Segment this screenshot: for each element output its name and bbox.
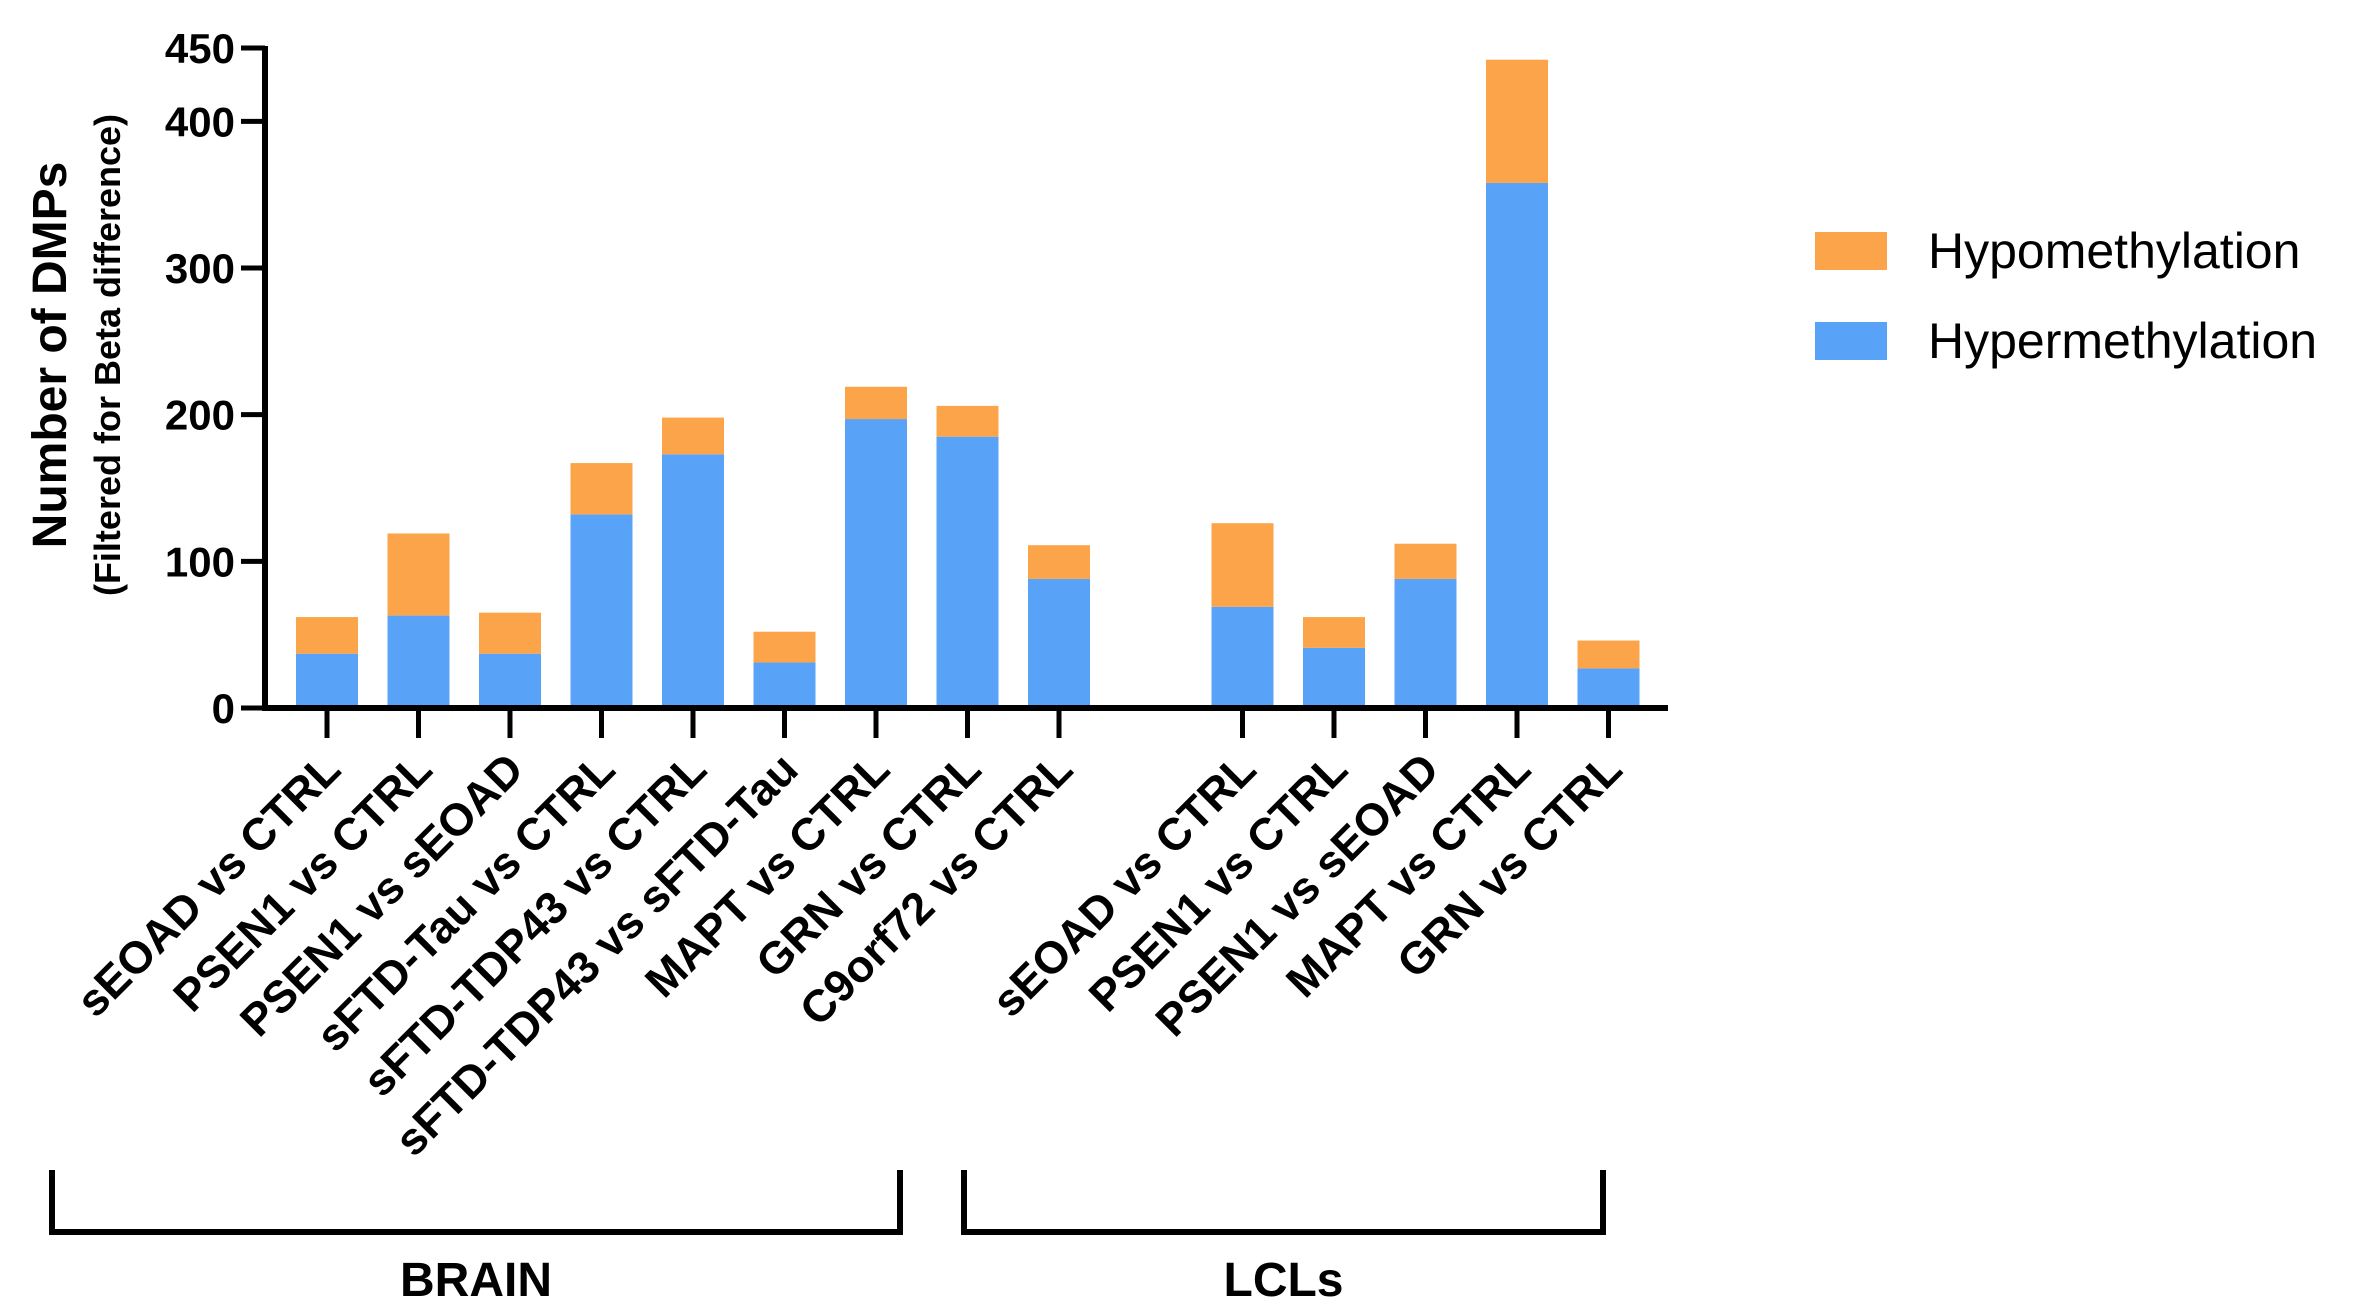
bar-hypermethylation-5 <box>753 662 816 708</box>
legend: Hypomethylation Hypermethylation <box>1815 223 2317 369</box>
y-tick-label-400: 400 <box>165 98 235 145</box>
bar-hypermethylation-1 <box>387 615 450 708</box>
bar-hypomethylation-6 <box>845 386 907 420</box>
bar-hypomethylation-1 <box>387 533 450 616</box>
bar-hypermethylation-11 <box>1394 578 1457 708</box>
legend-swatch-hypermethylation <box>1815 322 1887 360</box>
group-label-brain: BRAIN <box>400 1254 552 1307</box>
y-axis-subtitle: (Filtered for Beta difference) <box>87 114 128 596</box>
bar-hypomethylation-0 <box>296 617 358 654</box>
y-tick-label-300: 300 <box>165 245 235 292</box>
bar-hypermethylation-3 <box>570 514 633 708</box>
bar-hypermethylation-9 <box>1211 606 1274 708</box>
legend-swatch-hypomethylation <box>1815 232 1887 270</box>
bar-hypomethylation-10 <box>1303 617 1365 648</box>
bar-hypermethylation-13 <box>1577 668 1640 708</box>
bar-hypomethylation-8 <box>1028 545 1090 579</box>
group-label-lcls: LCLs <box>1224 1254 1344 1307</box>
legend-label-hypomethylation: Hypomethylation <box>1928 223 2300 279</box>
bar-hypermethylation-7 <box>936 436 999 708</box>
bar-hypermethylation-10 <box>1303 647 1365 708</box>
y-tick-label-0: 0 <box>212 685 235 732</box>
bar-hypomethylation-3 <box>570 463 633 515</box>
bar-hypermethylation-2 <box>479 653 541 708</box>
bar-hypomethylation-12 <box>1486 59 1548 183</box>
bar-hypomethylation-5 <box>753 631 816 663</box>
group-bracket-brain <box>49 1170 903 1235</box>
y-axis-title: Number of DMPs <box>24 162 77 549</box>
y-tick-label-100: 100 <box>165 538 235 585</box>
bar-hypomethylation-9 <box>1211 523 1274 607</box>
bar-hypermethylation-6 <box>845 419 907 708</box>
bar-hypomethylation-7 <box>936 405 999 437</box>
bar-hypermethylation-0 <box>296 653 358 708</box>
y-tick-label-450: 450 <box>165 25 235 72</box>
group-bracket-lcls <box>961 1170 1606 1235</box>
y-tick-label-200: 200 <box>165 392 235 439</box>
bar-hypermethylation-8 <box>1028 578 1090 708</box>
bar-hypermethylation-12 <box>1486 182 1548 708</box>
legend-label-hypermethylation: Hypermethylation <box>1928 313 2317 369</box>
bar-hypomethylation-13 <box>1577 640 1640 669</box>
bar-hypermethylation-4 <box>662 454 724 708</box>
bar-hypomethylation-4 <box>662 417 724 455</box>
bar-hypomethylation-2 <box>479 612 541 654</box>
bar-hypomethylation-11 <box>1394 543 1457 579</box>
